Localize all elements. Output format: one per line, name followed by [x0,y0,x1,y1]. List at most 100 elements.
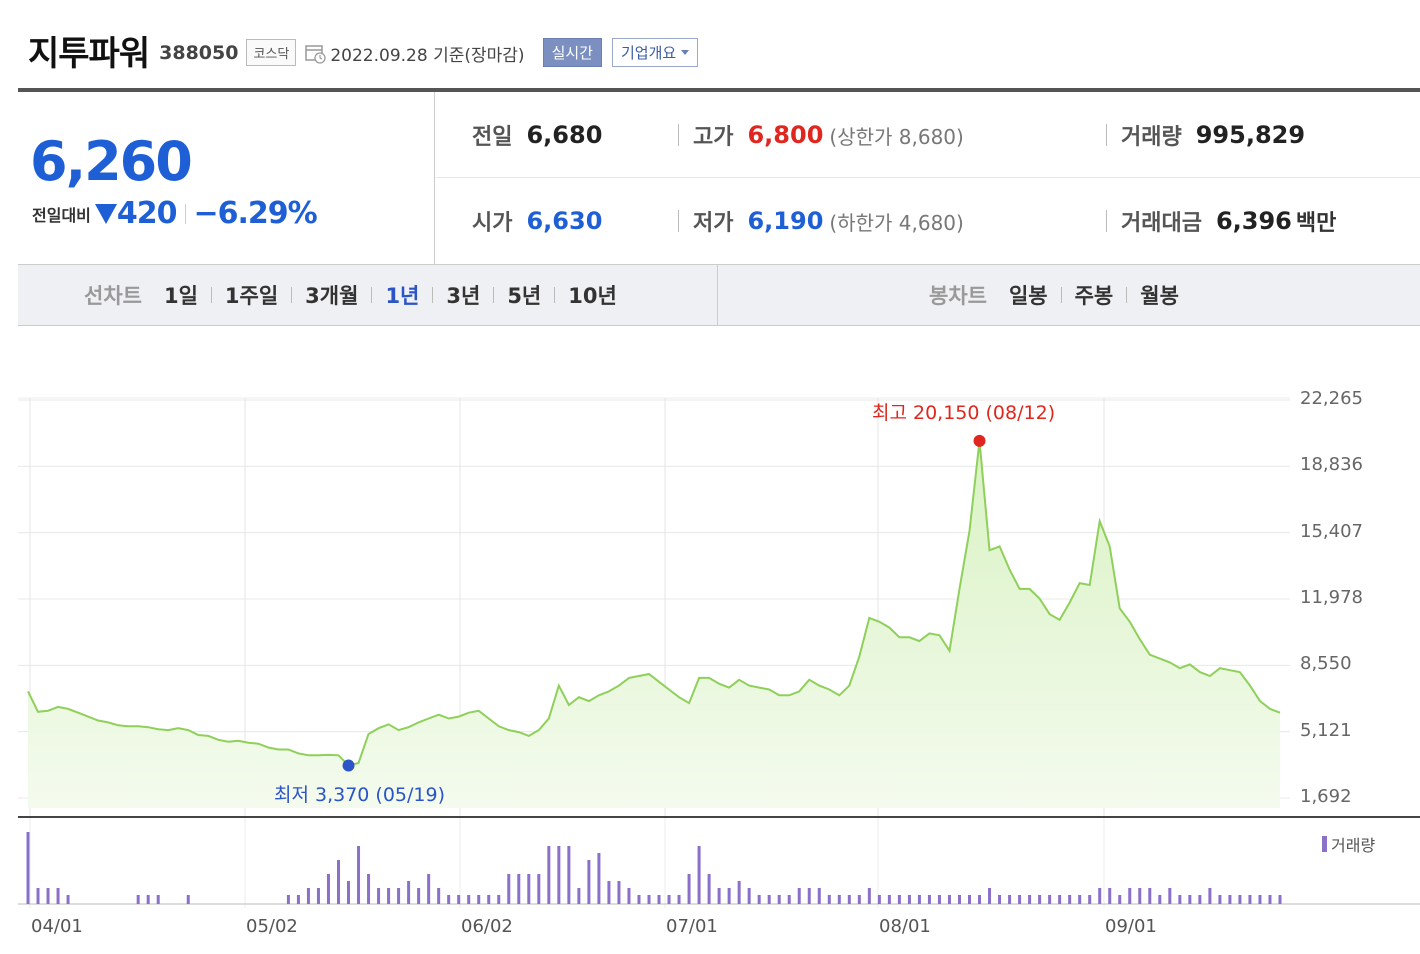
volume-bar [1118,895,1122,904]
y-tick-label: 18,836 [1300,454,1363,476]
volume-bar [1068,895,1072,904]
open-value: 6,630 [526,207,603,235]
volume-bar [407,881,411,904]
tab-line-6[interactable]: 10년 [568,284,617,308]
volume-bar [437,888,441,904]
volume-bar [316,888,320,904]
volume-bar [817,888,821,904]
prev-close: 전일 6,680 [472,92,602,178]
volume-bar [477,895,481,904]
volume-bar [1218,895,1222,904]
volume-bar [156,895,160,904]
tab-line-5[interactable]: 5년 [507,284,542,308]
open-label: 시가 [472,211,513,236]
volume-bar [827,895,831,904]
volume-bar [897,895,901,904]
chart-period-tabs: 선차트 1일 1주일 3개월 1년 3년 5년 10년 봉차트 일봉 주봉 월봉 [18,264,1420,326]
volume-bar [1198,895,1202,904]
volume-bar [1188,895,1192,904]
volume-bar [707,874,711,904]
price-change: 전일대비 420 −6.29% [32,196,318,231]
volume-bar [547,846,551,904]
volume-bar [587,860,591,904]
volume-bar [1258,895,1262,904]
max-annotation: 최고 20,150 (08/12) [872,402,1056,424]
volume-bar [657,895,661,904]
trade-value-unit: 백만 [1295,211,1337,236]
volume-bar [296,895,300,904]
candle-chart-title: 봉차트 [929,284,987,308]
volume-bar [427,874,431,904]
volume-bar [1008,895,1012,904]
volume-legend-label: 거래량 [1331,836,1376,855]
lower-limit: (하한가 4,680) [829,210,964,235]
tab-candle-1[interactable]: 주봉 [1074,284,1114,308]
tab-divider [554,287,556,303]
trade-value-amount: 6,396 [1215,207,1292,235]
prev-close-label: 전일 [472,125,513,150]
min-point [342,759,355,772]
volume-bar [1018,895,1022,904]
tab-line-2[interactable]: 3개월 [305,284,359,308]
upper-limit: (상한가 8,680) [829,124,964,149]
tab-line-4[interactable]: 3년 [446,284,481,308]
tab-candle-0[interactable]: 일봉 [1008,284,1048,308]
volume-bar [717,888,721,904]
divider [678,124,679,146]
volume-bar [36,888,40,904]
volume-bar [487,895,491,904]
company-overview-dropdown[interactable]: 기업개요 [611,37,699,67]
volume-bar [857,895,861,904]
volume-bar [447,895,451,904]
price-box: 6,260 전일대비 420 −6.29% [18,92,435,264]
price-chart-svg [18,397,1420,908]
down-triangle-icon [94,203,117,224]
volume-bar [1038,895,1042,904]
volume-bar [1278,895,1282,904]
tab-line-1[interactable]: 1주일 [224,284,279,308]
volume-bar [1028,895,1032,904]
volume-bar [457,895,461,904]
change-label: 전일대비 [32,205,91,225]
x-tick-label: 09/01 [1105,916,1157,937]
tab-candle-2[interactable]: 월봉 [1140,284,1179,308]
x-tick-label: 05/02 [246,916,298,937]
stock-header: 지투파워 388050 코스닥 2022.09.28 기준(장마감) 실시간 기… [28,28,699,74]
volume-bar [907,895,911,904]
volume-legend-swatch [1322,836,1327,852]
volume-bar [326,874,330,904]
volume-bar [527,874,531,904]
max-point [973,434,986,447]
line-chart-title: 선차트 [84,284,142,308]
tab-divider [493,287,495,303]
volume-bar [978,895,982,904]
volume-legend: 거래량 [1322,832,1375,856]
volume-bar [747,888,751,904]
volume-bar [26,832,30,904]
volume-bar [397,888,401,904]
low-price: 저가 6,190 (하한가 4,680) [678,178,964,264]
volume-bar [507,874,511,904]
change-amount: 420 [116,196,178,231]
x-tick-label: 04/01 [31,916,83,937]
realtime-button[interactable]: 실시간 [542,37,602,67]
volume-bar [837,895,841,904]
line-chart-tabs: 선차트 1일 1주일 3개월 1년 3년 5년 10년 [18,265,718,325]
price-line [27,440,1281,767]
volume-bar [767,895,771,904]
tab-line-3[interactable]: 1년 [385,284,420,308]
divider [1106,210,1107,232]
volume-bar [1178,895,1182,904]
quote-row: 시가 6,630 저가 6,190 (하한가 4,680) 거래대금 6,396… [436,178,1420,264]
stock-code: 388050 [159,42,239,64]
volume-label: 거래량 [1121,125,1182,150]
volume-bar [887,895,891,904]
high-value: 6,800 [747,121,824,149]
volume-bar [56,888,60,904]
tab-divider [210,287,212,303]
low-label: 저가 [693,211,734,236]
volume-bar [1208,888,1212,904]
calendar-icon [305,45,326,64]
volume-bar [1148,888,1152,904]
tab-line-0[interactable]: 1일 [163,284,198,308]
